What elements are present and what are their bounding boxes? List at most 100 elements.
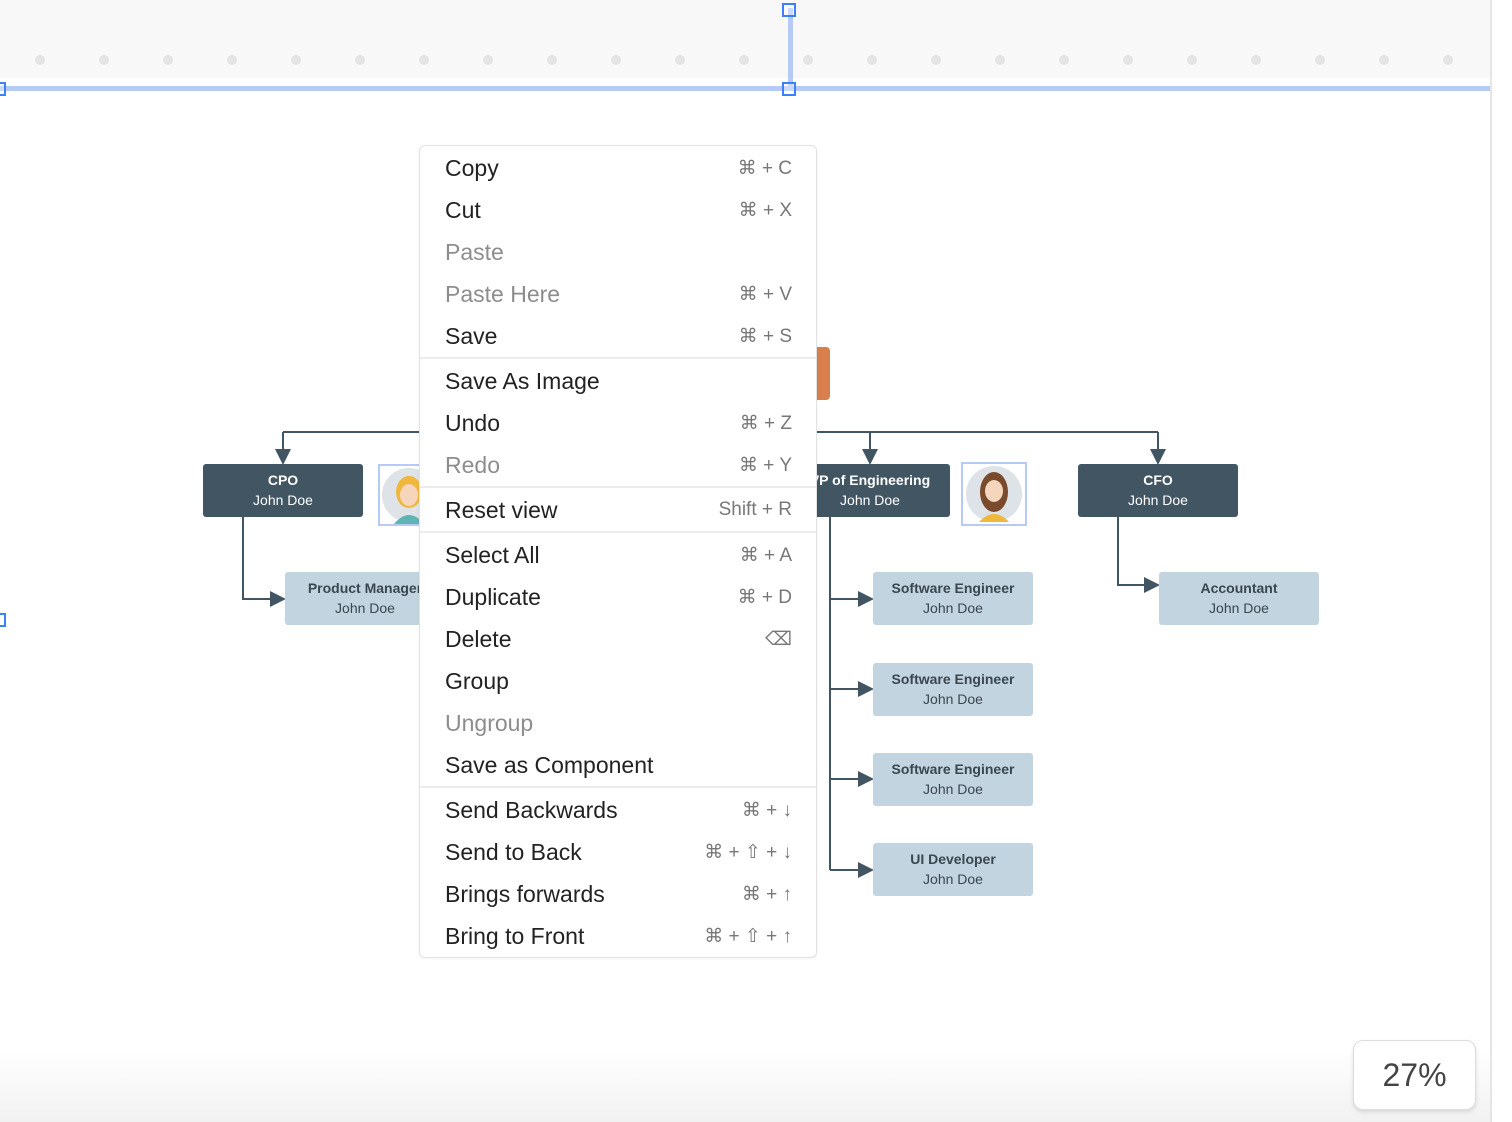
menu-item-label: Delete — [445, 625, 512, 652]
org-node-report[interactable]: Accountant John Doe — [1159, 572, 1319, 625]
menu-item-save-as-component[interactable]: Save as Component — [420, 744, 816, 786]
node-name: John Doe — [923, 781, 983, 797]
right-panel-edge — [1490, 0, 1512, 1122]
node-title: Software Engineer — [891, 671, 1015, 687]
org-node-cpo[interactable]: CPO John Doe — [203, 464, 363, 517]
node-name: John Doe — [1209, 600, 1269, 616]
menu-item-label: Save As Image — [445, 367, 600, 394]
zoom-level-indicator[interactable]: 27% — [1353, 1040, 1476, 1110]
menu-item-copy[interactable]: Copy ⌘ + C — [420, 147, 816, 189]
grid-dot — [99, 55, 109, 65]
grid-dot — [1187, 55, 1197, 65]
menu-divider — [420, 531, 816, 533]
grid-dot — [291, 55, 301, 65]
grid-dot — [675, 55, 685, 65]
node-name: John Doe — [923, 691, 983, 707]
node-title: Software Engineer — [891, 761, 1015, 777]
node-title: Software Engineer — [891, 580, 1015, 596]
menu-item-save[interactable]: Save ⌘ + S — [420, 315, 816, 357]
node-title: Accountant — [1200, 580, 1278, 596]
menu-item-label: Duplicate — [445, 583, 541, 610]
grid-dot — [547, 55, 557, 65]
menu-item-group[interactable]: Group — [420, 660, 816, 702]
menu-divider — [420, 357, 816, 359]
grid-dot — [1315, 55, 1325, 65]
menu-item-label: Copy — [445, 154, 499, 181]
grid-dot — [1443, 55, 1453, 65]
menu-item-label: Send to Back — [445, 838, 582, 865]
menu-item-send-to-back[interactable]: Send to Back ⌘ + ⇧ + ↓ — [420, 831, 816, 873]
menu-item-ungroup[interactable]: Ungroup — [420, 702, 816, 744]
menu-item-shortcut: ⌘ + ↑ — [741, 883, 792, 905]
node-title: UI Developer — [910, 851, 996, 867]
menu-item-redo[interactable]: Redo ⌘ + Y — [420, 444, 816, 486]
grid-dot — [419, 55, 429, 65]
node-name: John Doe — [840, 492, 900, 508]
grid-dot — [227, 55, 237, 65]
menu-item-shortcut: Shift + R — [718, 499, 792, 520]
menu-item-shortcut: ⌘ + A — [739, 544, 792, 566]
horizontal-guide-line[interactable] — [0, 86, 1490, 91]
menu-item-paste[interactable]: Paste — [420, 231, 816, 273]
resize-handle[interactable] — [782, 3, 796, 17]
menu-item-reset-view[interactable]: Reset view Shift + R — [420, 489, 816, 531]
resize-handle[interactable] — [0, 613, 6, 627]
org-node-cfo[interactable]: CFO John Doe — [1078, 464, 1238, 517]
node-name: John Doe — [253, 492, 313, 508]
menu-item-send-backwards[interactable]: Send Backwards ⌘ + ↓ — [420, 789, 816, 831]
grid-dot — [611, 55, 621, 65]
menu-item-paste-here[interactable]: Paste Here ⌘ + V — [420, 273, 816, 315]
resize-handle[interactable] — [0, 82, 6, 96]
menu-item-shortcut: ⌫ — [765, 628, 792, 650]
node-title: VP of Engineering — [809, 472, 931, 488]
org-node-report[interactable]: Software Engineer John Doe — [873, 572, 1033, 625]
grid-dot — [163, 55, 173, 65]
menu-item-cut[interactable]: Cut ⌘ + X — [420, 189, 816, 231]
menu-item-save-as-image[interactable]: Save As Image — [420, 360, 816, 402]
org-node-report[interactable]: Product Manager John Doe — [285, 572, 445, 625]
org-node-report[interactable]: Software Engineer John Doe — [873, 753, 1033, 806]
vertical-guide-line[interactable] — [788, 8, 793, 88]
menu-item-shortcut: ⌘ + D — [737, 586, 792, 608]
menu-item-label: Paste — [445, 238, 504, 265]
menu-item-label: Cut — [445, 196, 481, 223]
menu-item-shortcut: ⌘ + ↓ — [741, 799, 792, 821]
menu-item-shortcut: ⌘ + V — [738, 283, 792, 305]
avatar[interactable] — [961, 462, 1027, 526]
menu-item-bring-to-front[interactable]: Bring to Front ⌘ + ⇧ + ↑ — [420, 915, 816, 957]
menu-item-label: Ungroup — [445, 709, 534, 736]
menu-item-label: Undo — [445, 409, 500, 436]
menu-item-brings-forwards[interactable]: Brings forwards ⌘ + ↑ — [420, 873, 816, 915]
menu-item-label: Group — [445, 667, 509, 694]
menu-item-shortcut: ⌘ + C — [737, 157, 792, 179]
grid-dot — [867, 55, 877, 65]
menu-item-undo[interactable]: Undo ⌘ + Z — [420, 402, 816, 444]
grid-dot — [483, 55, 493, 65]
menu-item-label: Save as Component — [445, 751, 654, 778]
org-node-report[interactable]: UI Developer John Doe — [873, 843, 1033, 896]
resize-handle[interactable] — [782, 82, 796, 96]
menu-item-shortcut: ⌘ + Z — [739, 412, 792, 434]
grid-dot — [739, 55, 749, 65]
node-name: John Doe — [923, 600, 983, 616]
node-title: CPO — [267, 472, 299, 488]
menu-item-delete[interactable]: Delete ⌫ — [420, 618, 816, 660]
menu-item-label: Bring to Front — [445, 922, 585, 949]
grid-dot — [995, 55, 1005, 65]
grid-dot — [35, 55, 45, 65]
zoom-level-text: 27% — [1382, 1056, 1447, 1093]
node-name: John Doe — [923, 871, 983, 887]
menu-item-label: Brings forwards — [445, 880, 605, 907]
female-avatar-icon — [966, 466, 1022, 522]
org-node-report[interactable]: Software Engineer John Doe — [873, 663, 1033, 716]
menu-item-duplicate[interactable]: Duplicate ⌘ + D — [420, 576, 816, 618]
menu-item-label: Paste Here — [445, 280, 561, 307]
menu-item-select-all[interactable]: Select All ⌘ + A — [420, 534, 816, 576]
menu-item-label: Send Backwards — [445, 796, 618, 823]
menu-item-shortcut: ⌘ + X — [738, 199, 792, 221]
grid-dot — [1251, 55, 1261, 65]
node-title: Product Manager — [307, 580, 423, 596]
grid-dot — [803, 55, 813, 65]
menu-divider — [420, 786, 816, 788]
node-title: CFO — [1143, 472, 1173, 488]
